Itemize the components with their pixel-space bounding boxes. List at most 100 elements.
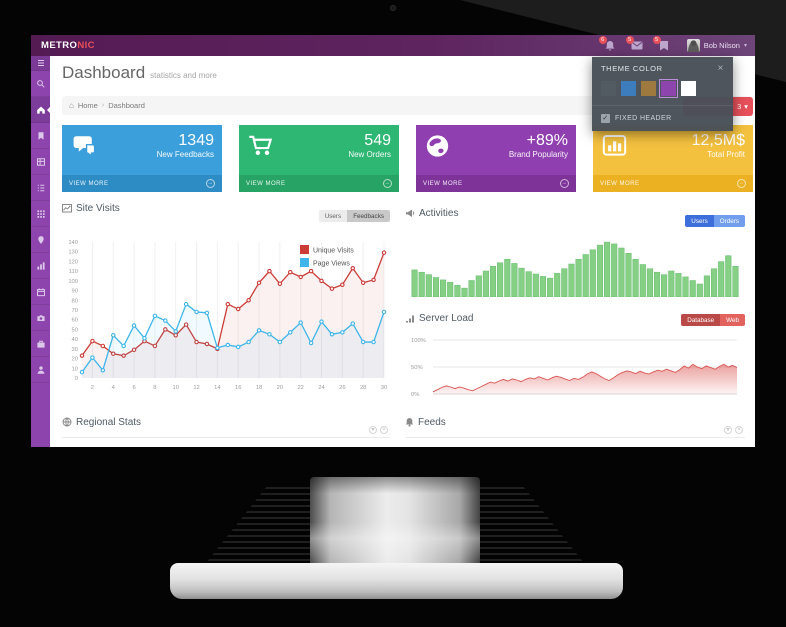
view-more-link[interactable]: VIEW MORE → [239,175,399,192]
notification-badge: 5 [625,36,634,44]
fixed-header-option[interactable]: ✓ FIXED HEADER [601,114,724,123]
sidebar-item-calendar[interactable] [31,279,50,305]
sidebar-item-location[interactable] [31,227,50,253]
users-button[interactable]: Users [318,210,348,222]
sidebar-item-search[interactable] [31,71,50,97]
bar-chart-icon [602,134,627,163]
globe-icon [62,417,72,427]
sidebar-item-user[interactable] [31,357,50,383]
close-icon[interactable]: × [735,426,743,434]
collapse-icon[interactable]: ▾ [369,426,377,434]
sidebar-item-apps[interactable] [31,201,50,227]
menu-toggler-icon [37,60,44,66]
svg-text:60: 60 [72,318,78,324]
view-more-link[interactable]: VIEW MORE → [593,175,753,192]
view-more-label: VIEW MORE [423,180,463,187]
stat-card-brand-popularity: +89% Brand Popularity VIEW MORE → [416,125,576,192]
sidebar-item-charts[interactable] [31,253,50,279]
view-more-link[interactable]: VIEW MORE → [62,175,222,192]
collapse-icon[interactable]: ▾ [724,426,732,434]
bell-notification[interactable]: 6 [598,36,617,51]
theme-swatch-4[interactable] [681,81,696,96]
svg-text:10: 10 [172,385,178,391]
users-button[interactable]: Users [685,215,714,227]
stat-value: 549 [364,132,391,149]
svg-text:26: 26 [339,385,345,391]
avatar [686,39,700,52]
sidebar-item-bookmark[interactable] [31,123,50,149]
orders-button[interactable]: Orders [713,215,745,227]
sidebar-item-menu-toggler[interactable] [31,56,50,71]
theme-swatch-3[interactable] [659,79,678,98]
breadcrumb-home[interactable]: Home [77,101,98,110]
feedbacks-button[interactable]: Feedbacks [347,210,390,222]
dashboard-screen: METRONIC 6 5 5 Bob Nilson ▾ Dashboard stati… [31,35,755,447]
divider [592,105,733,106]
list-icon [37,184,44,191]
svg-text:Unique Visits: Unique Visits [313,248,354,255]
breadcrumb: ⌂ Home › Dashboard [62,96,753,115]
view-more-label: VIEW MORE [69,180,109,187]
theme-swatch-0[interactable] [601,81,616,96]
sidebar-item-tables[interactable] [31,149,50,175]
checkbox-checked-icon[interactable]: ✓ [601,114,610,123]
svg-text:120: 120 [68,259,78,265]
metronic-logo[interactable]: METRONIC [41,40,95,51]
home-icon [36,106,45,114]
arrow-right-icon: → [206,179,215,188]
envelope-icon [631,41,643,50]
svg-text:100: 100 [68,279,78,285]
sidebar-item-camera[interactable] [31,305,50,331]
activities-toggle: Users Orders [685,215,745,227]
user-icon [37,365,44,374]
view-more-link[interactable]: VIEW MORE → [416,175,576,192]
stand-reflection-left [206,487,310,563]
stat-label: Brand Popularity [508,150,568,160]
user-menu[interactable]: Bob Nilson ▾ [686,39,747,52]
camera-icon [36,314,45,321]
cart-icon [248,134,274,163]
svg-text:50: 50 [72,327,78,333]
site-visits-toggle: Users Feedbacks [318,210,390,222]
chevron-down-icon: ▾ [744,102,748,111]
server-load-area-chart: 100% 50% 0% [405,332,745,405]
portlet-tools: ▾ × [369,426,388,434]
portlet-title: Regional Stats [76,416,142,428]
server-load-toggle: Database Web [681,314,745,326]
charts-icon [36,261,45,270]
svg-text:30: 30 [381,385,387,391]
envelope-notification[interactable]: 5 [625,36,644,51]
svg-text:50%: 50% [411,365,423,371]
svg-text:10: 10 [72,366,78,372]
user-name: Bob Nilson [703,41,740,50]
bell-icon [605,41,615,51]
calendar-icon [36,287,45,296]
topbar-right-cluster: 6 5 5 Bob Nilson ▾ [598,36,747,52]
portlet-title: Site Visits [76,202,120,214]
svg-text:16: 16 [235,385,241,391]
stat-cards-row: 1349 New Feedbacks VIEW MORE → 549 New Orders… [62,125,753,192]
close-icon[interactable]: × [380,426,388,434]
bell-icon [406,418,413,427]
activities-portlet: Activities Users Orders [405,205,745,311]
monitor-stand-base [170,563,623,599]
close-icon[interactable]: × [717,62,724,74]
sidebar-item-home[interactable] [31,97,50,123]
web-button[interactable]: Web [720,314,745,326]
theme-swatch-1[interactable] [621,81,636,96]
theme-swatch-2[interactable] [641,81,656,96]
theme-swatches [601,79,724,98]
main-content: Dashboard statistics and more ⌂ Home › Da… [50,56,755,447]
database-button[interactable]: Database [681,314,721,326]
site-visits-line-chart: 0 10 20 30 40 50 60 70 80 90 100 110 120 130 140 2 4 6 8 10… [62,237,390,397]
search-icon [36,79,45,88]
flag-notification[interactable]: 5 [652,36,671,51]
stat-card-total-profit: 12,5M$ Total Profit VIEW MORE → [593,125,753,192]
svg-text:80: 80 [72,298,78,304]
sidebar-item-list[interactable] [31,175,50,201]
sidebar-item-briefcase[interactable] [31,331,50,357]
flag-icon [659,41,668,51]
apps-icon [36,209,45,218]
bookmark-icon [38,131,43,140]
svg-text:14: 14 [214,385,221,391]
